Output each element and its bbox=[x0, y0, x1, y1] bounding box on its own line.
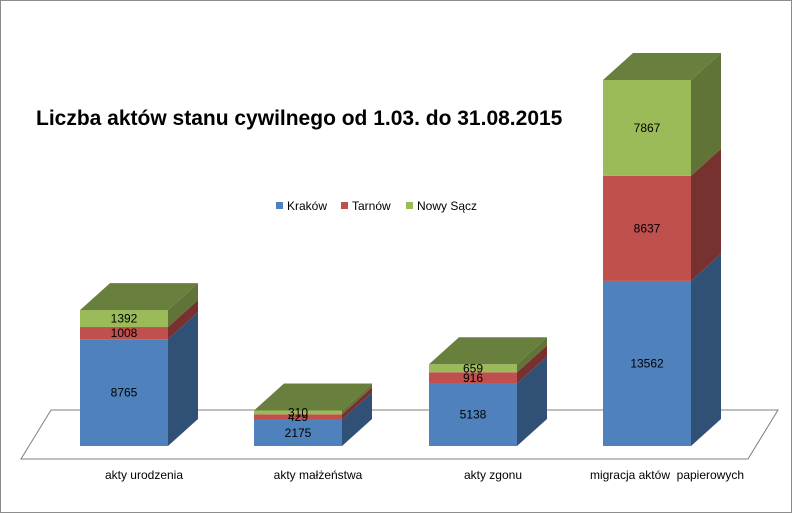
legend-swatch bbox=[276, 202, 283, 209]
bar-akty-ma-zenstwa-nowy-sacz-front bbox=[254, 410, 342, 415]
bar-akty-zgonu-tarnow-side bbox=[517, 345, 547, 384]
bar-akty-zgonu-tarnow-front bbox=[429, 372, 517, 384]
bar-akty-zgonu-nowy-sacz: 659 bbox=[429, 337, 547, 375]
bar-migracja-aktow-papierowych-tarnow-front bbox=[603, 175, 691, 281]
bar-akty-zgonu-krakow-front bbox=[429, 383, 517, 446]
legend-item-tarnow: Tarnów bbox=[341, 199, 391, 213]
bar-migracja-aktow-papierowych-nowy-sacz-side bbox=[691, 53, 721, 176]
bar-akty-ma-zenstwa-krakow: 2175 bbox=[254, 392, 372, 446]
data-label: 1392 bbox=[111, 312, 138, 326]
bar-akty-zgonu-krakow: 5138 bbox=[429, 356, 547, 446]
legend-item-nowy-sacz: Nowy Sącz bbox=[406, 199, 477, 213]
data-label: 916 bbox=[463, 371, 483, 385]
bar-akty-urodzenia-nowy-sacz-top bbox=[80, 283, 198, 311]
legend-label: Nowy Sącz bbox=[417, 199, 477, 213]
bar-migracja-aktow-papierowych-nowy-sacz: 7867 bbox=[603, 53, 721, 176]
bar-akty-zgonu-nowy-sacz-front bbox=[429, 364, 517, 373]
legend: Kraków Tarnów Nowy Sącz bbox=[276, 199, 477, 213]
bar-migracja-aktow-papierowych-krakow: 13562 bbox=[603, 253, 721, 446]
bar-akty-urodzenia-krakow: 8765 bbox=[80, 312, 198, 446]
category-labels: akty urodzenia akty małżeństwa akty zgonu m… bbox=[105, 468, 744, 482]
bar-akty-ma-zenstwa-krakow-side bbox=[342, 392, 372, 446]
bar-migracja-aktow-papierowych-nowy-sacz-top bbox=[603, 53, 721, 80]
data-label: 7867 bbox=[634, 121, 661, 135]
data-label: 659 bbox=[463, 361, 483, 375]
bar-akty-zgonu-nowy-sacz-side bbox=[517, 337, 547, 373]
bar-akty-urodzenia-krakow-side bbox=[168, 312, 198, 446]
legend-item-krakow: Kraków bbox=[276, 199, 327, 213]
data-label: 8637 bbox=[634, 221, 661, 235]
bar-akty-zgonu-krakow-side bbox=[517, 356, 547, 446]
data-label: 1008 bbox=[111, 326, 138, 340]
bar-akty-ma-zenstwa-nowy-sacz-side bbox=[342, 383, 372, 415]
bar-akty-ma-zenstwa-nowy-sacz: 310 bbox=[254, 383, 372, 419]
bar-akty-urodzenia-tarnow-front bbox=[80, 327, 168, 340]
bar-akty-urodzenia-nowy-sacz: 1392 bbox=[80, 283, 198, 328]
bar-migracja-aktow-papierowych-nowy-sacz-front bbox=[603, 80, 691, 176]
bar-akty-urodzenia-tarnow-side bbox=[168, 300, 198, 340]
bar-akty-urodzenia-krakow-front bbox=[80, 339, 168, 446]
data-label: 310 bbox=[288, 405, 308, 419]
bar-akty-ma-zenstwa-tarnow-front bbox=[254, 414, 342, 420]
data-label: 13562 bbox=[630, 356, 664, 370]
bar-migracja-aktow-papierowych-tarnow: 8637 bbox=[603, 148, 721, 281]
category-label-akty-ma-zenstwa: akty małżeństwa bbox=[274, 468, 363, 482]
data-label: 5138 bbox=[460, 408, 487, 422]
bar-akty-zgonu-tarnow: 916 bbox=[429, 345, 547, 385]
bar-migracja-aktow-papierowych-tarnow-side bbox=[691, 148, 721, 281]
chart-title: Liczba aktów stanu cywilnego od 1.03. do… bbox=[36, 107, 563, 130]
bar-migracja-aktow-papierowych-krakow-side bbox=[691, 253, 721, 446]
legend-swatch bbox=[341, 202, 348, 209]
bar-akty-ma-zenstwa-tarnow-side bbox=[342, 387, 372, 420]
bar-akty-urodzenia-nowy-sacz-side bbox=[168, 283, 198, 328]
category-label-akty-zgonu: akty zgonu bbox=[464, 468, 522, 482]
bar-akty-urodzenia-nowy-sacz-front bbox=[80, 310, 168, 328]
legend-label: Tarnów bbox=[352, 199, 391, 213]
legend-swatch bbox=[406, 202, 413, 209]
bar-akty-ma-zenstwa-nowy-sacz-top bbox=[254, 383, 372, 411]
bar-akty-urodzenia-tarnow: 1008 bbox=[80, 300, 198, 340]
data-label: 2175 bbox=[285, 426, 312, 440]
data-label: 8765 bbox=[111, 386, 138, 400]
bar-migracja-aktow-papierowych-krakow-front bbox=[603, 280, 691, 446]
legend-label: Kraków bbox=[287, 199, 327, 213]
chart-floor bbox=[20, 409, 779, 460]
bar-akty-ma-zenstwa-krakow-front bbox=[254, 419, 342, 446]
bar-akty-zgonu-nowy-sacz-top bbox=[429, 337, 547, 365]
floor-plane bbox=[20, 409, 779, 460]
category-label-migracja-aktow-papierowych: migracja aktów papierowych bbox=[590, 468, 744, 482]
category-label-akty-urodzenia: akty urodzenia bbox=[105, 468, 183, 482]
